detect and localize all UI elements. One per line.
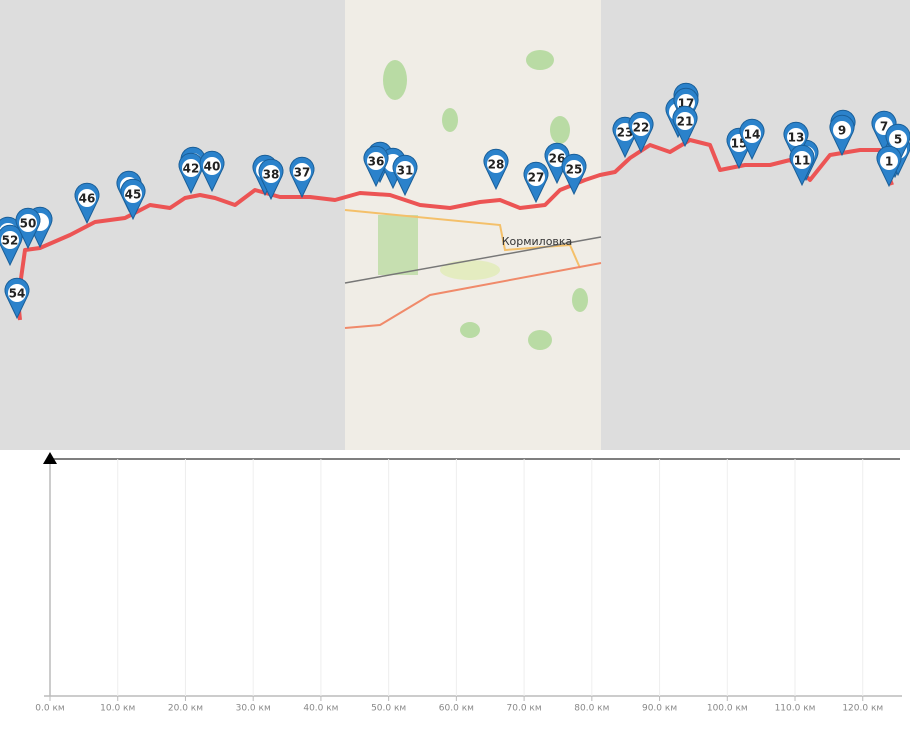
marker[interactable]: 42 bbox=[178, 152, 204, 195]
marker-label: 50 bbox=[20, 217, 37, 231]
x-tick-label: 30.0 км bbox=[236, 704, 271, 714]
marker[interactable]: 26 bbox=[544, 142, 570, 185]
marker-face bbox=[548, 149, 566, 167]
marker-face bbox=[78, 189, 96, 207]
marker-label: 5 bbox=[894, 133, 902, 147]
marker[interactable]: 31 bbox=[392, 154, 418, 197]
marker[interactable]: 45 bbox=[120, 178, 146, 221]
marker[interactable]: 36 bbox=[363, 145, 389, 188]
marker-label: 7 bbox=[880, 120, 888, 134]
marker-face bbox=[487, 155, 505, 173]
place-label: Кормиловка bbox=[502, 235, 573, 248]
marker-face bbox=[787, 128, 805, 146]
marker[interactable]: 22 bbox=[628, 111, 654, 154]
marker[interactable]: 27 bbox=[523, 161, 549, 204]
x-tick-label: 20.0 км bbox=[168, 704, 203, 714]
ticks: 0.0 км 10.0 км 20.0 км 30.0 км 40.0 км 50.0 к… bbox=[35, 459, 883, 714]
marker-face bbox=[743, 125, 761, 143]
marker-face bbox=[565, 160, 583, 178]
railway bbox=[344, 236, 602, 284]
marker[interactable]: 38 bbox=[258, 158, 284, 201]
marker-face bbox=[880, 152, 898, 170]
marker-face bbox=[367, 152, 385, 170]
marker[interactable]: 25 bbox=[561, 153, 587, 196]
marker-label: 23 bbox=[617, 126, 634, 140]
marker-face bbox=[1, 231, 19, 249]
x-tick-label: 40.0 км bbox=[303, 704, 338, 714]
marker[interactable]: 52 bbox=[0, 224, 23, 267]
marker-face bbox=[8, 284, 26, 302]
x-tick-label: 100.0 км bbox=[707, 704, 748, 714]
marker-label: 40 bbox=[204, 160, 221, 174]
marker-label: 26 bbox=[549, 152, 566, 166]
marker-label: 52 bbox=[2, 234, 19, 248]
marker-label: 54 bbox=[9, 287, 26, 301]
marker-label: 22 bbox=[633, 121, 650, 135]
marker[interactable]: 13 bbox=[783, 121, 809, 164]
marker-label: 38 bbox=[263, 168, 280, 182]
map-features bbox=[378, 50, 588, 350]
x-tick-label: 80.0 км bbox=[574, 704, 609, 714]
marker-label: 36 bbox=[368, 155, 385, 169]
marker-face bbox=[793, 151, 811, 169]
marker-face bbox=[833, 121, 851, 139]
x-tick-label: 110.0 км bbox=[775, 704, 816, 714]
marker-face bbox=[527, 168, 545, 186]
marker-label: 1 bbox=[885, 155, 893, 169]
marker[interactable]: 46 bbox=[74, 182, 100, 225]
x-tick-label: 10.0 км bbox=[100, 704, 135, 714]
marker-label: 25 bbox=[566, 163, 583, 177]
marker-label: 42 bbox=[183, 162, 200, 176]
marker[interactable]: 50 bbox=[15, 207, 41, 250]
x-tick-label: 120.0 км bbox=[842, 704, 883, 714]
x-tick-label: 70.0 км bbox=[507, 704, 542, 714]
marker[interactable]: 14 bbox=[739, 118, 765, 161]
marker-face bbox=[396, 161, 414, 179]
marker[interactable]: 28 bbox=[483, 148, 509, 191]
marker-label: 27 bbox=[528, 171, 545, 185]
marker-label: 31 bbox=[397, 164, 414, 178]
marker-label: 28 bbox=[488, 158, 505, 172]
marker-label: 9 bbox=[838, 124, 846, 138]
marker-label: 21 bbox=[677, 115, 694, 129]
highway bbox=[344, 262, 602, 329]
marker-face bbox=[262, 165, 280, 183]
marker[interactable]: 54 bbox=[4, 277, 30, 320]
marker-face bbox=[203, 157, 221, 175]
marker-face bbox=[182, 159, 200, 177]
marker[interactable]: 1 bbox=[876, 145, 902, 188]
road bbox=[344, 209, 581, 269]
marker-face bbox=[676, 112, 694, 130]
marker[interactable]: 37 bbox=[289, 156, 315, 199]
marker-face bbox=[293, 163, 311, 181]
x-tick-label: 50.0 км bbox=[371, 704, 406, 714]
marker-face bbox=[889, 130, 907, 148]
x-tick-label: 60.0 км bbox=[439, 704, 474, 714]
marker[interactable]: 21 bbox=[672, 105, 698, 148]
marker-label: 13 bbox=[788, 131, 805, 145]
marker-face bbox=[19, 214, 37, 232]
marker-face bbox=[124, 185, 142, 203]
marker-label: 11 bbox=[794, 154, 811, 168]
elevation-profile: 0.0 км 10.0 км 20.0 км 30.0 км 40.0 км 50.0 к… bbox=[35, 452, 902, 714]
marker-label: 37 bbox=[294, 166, 311, 180]
marker[interactable]: 11 bbox=[789, 144, 815, 187]
marker[interactable]: 40 bbox=[199, 150, 225, 193]
marker[interactable]: 9 bbox=[829, 114, 855, 157]
axis-arrow bbox=[43, 452, 57, 464]
marker-label: 45 bbox=[125, 188, 142, 202]
marker-label: 46 bbox=[79, 192, 96, 206]
marker-label: 14 bbox=[744, 128, 761, 142]
marker-face bbox=[632, 118, 650, 136]
x-tick-label: 0.0 км bbox=[35, 704, 64, 714]
x-tick-label: 90.0 км bbox=[642, 704, 677, 714]
route bbox=[16, 138, 894, 321]
marker[interactable]: 5 bbox=[885, 123, 910, 166]
